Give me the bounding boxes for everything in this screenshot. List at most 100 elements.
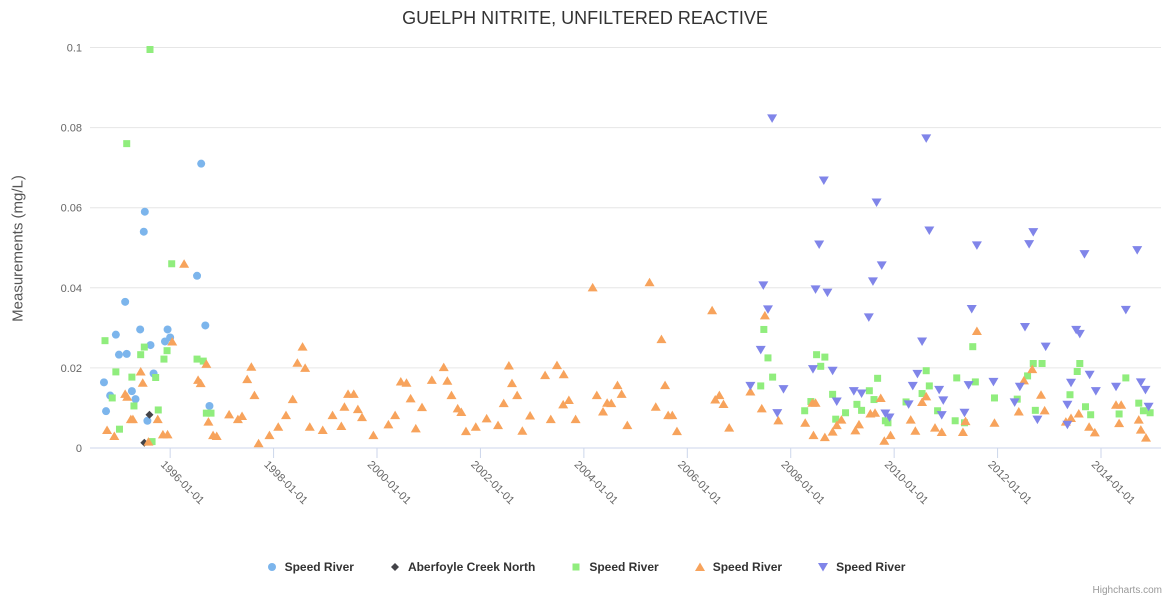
data-point[interactable] (745, 387, 756, 396)
data-point[interactable] (714, 390, 725, 400)
data-point[interactable] (1036, 390, 1047, 399)
data-point[interactable] (988, 377, 999, 387)
data-point[interactable] (969, 343, 977, 351)
data-point[interactable] (442, 376, 453, 385)
data-point[interactable] (211, 431, 222, 440)
data-point[interactable] (810, 398, 821, 407)
data-point[interactable] (249, 390, 260, 400)
data-point[interactable] (710, 395, 721, 404)
data-point[interactable] (128, 373, 136, 381)
data-point[interactable] (1066, 378, 1077, 388)
data-point[interactable] (1141, 433, 1152, 442)
data-point[interactable] (934, 385, 945, 395)
data-point[interactable] (842, 409, 850, 417)
data-point[interactable] (152, 414, 163, 424)
data-point[interactable] (348, 389, 359, 398)
data-point[interactable] (292, 358, 303, 367)
data-point[interactable] (767, 114, 778, 123)
data-point[interactable] (193, 355, 201, 363)
data-point[interactable] (591, 390, 602, 400)
data-point[interactable] (924, 226, 935, 236)
data-point[interactable] (925, 382, 933, 390)
data-point[interactable] (807, 365, 818, 374)
data-point[interactable] (930, 423, 941, 432)
data-point[interactable] (910, 426, 921, 435)
data-point[interactable] (127, 387, 136, 396)
data-point[interactable] (401, 378, 412, 387)
data-point[interactable] (121, 297, 130, 306)
data-point[interactable] (1079, 250, 1090, 259)
data-point[interactable] (870, 408, 881, 417)
data-point[interactable] (205, 401, 214, 410)
data-point[interactable] (671, 426, 682, 436)
data-point[interactable] (114, 350, 123, 359)
data-point[interactable] (1114, 418, 1125, 428)
data-point[interactable] (264, 430, 275, 440)
data-point[interactable] (853, 400, 861, 408)
data-point[interactable] (383, 419, 394, 429)
data-point[interactable] (598, 407, 609, 416)
data-point[interactable] (1146, 409, 1154, 417)
data-point[interactable] (395, 377, 406, 386)
data-point[interactable] (540, 370, 551, 380)
data-point[interactable] (1090, 387, 1101, 396)
data-point[interactable] (1087, 411, 1095, 419)
data-point[interactable] (936, 427, 947, 436)
data-point[interactable] (551, 360, 562, 370)
data-point[interactable] (154, 406, 162, 414)
data-point[interactable] (1031, 406, 1039, 414)
data-point[interactable] (179, 259, 190, 268)
data-point[interactable] (1066, 413, 1077, 422)
data-point[interactable] (936, 411, 947, 420)
data-point[interactable] (1019, 323, 1030, 332)
data-point[interactable] (762, 305, 773, 314)
data-point[interactable] (195, 378, 206, 388)
data-point[interactable] (612, 380, 623, 390)
data-point[interactable] (352, 404, 363, 414)
data-point[interactable] (644, 277, 655, 287)
data-point[interactable] (136, 325, 145, 334)
data-point[interactable] (1143, 402, 1154, 412)
data-point[interactable] (707, 305, 718, 315)
data-point[interactable] (660, 380, 671, 390)
data-point[interactable] (876, 261, 887, 270)
data-point[interactable] (140, 343, 148, 351)
data-point[interactable] (127, 414, 138, 424)
data-point[interactable] (884, 413, 895, 423)
data-point[interactable] (193, 271, 202, 280)
data-point[interactable] (102, 407, 111, 416)
data-point[interactable] (525, 411, 536, 420)
data-point[interactable] (917, 397, 928, 406)
data-point[interactable] (131, 395, 140, 404)
data-point[interactable] (990, 394, 998, 402)
data-point[interactable] (1024, 240, 1035, 249)
data-point[interactable] (438, 362, 449, 372)
data-point[interactable] (317, 425, 328, 434)
data-point[interactable] (145, 410, 154, 419)
data-point[interactable] (1120, 305, 1131, 315)
data-point[interactable] (1029, 359, 1037, 367)
data-point[interactable] (417, 402, 428, 412)
data-point[interactable] (870, 396, 878, 404)
data-point[interactable] (237, 411, 248, 420)
data-point[interactable] (1135, 425, 1146, 434)
data-point[interactable] (1027, 364, 1038, 374)
data-point[interactable] (1039, 405, 1050, 415)
data-point[interactable] (1073, 368, 1081, 376)
data-point[interactable] (304, 422, 315, 431)
data-point[interactable] (905, 415, 916, 424)
data-point[interactable] (760, 325, 768, 333)
data-point[interactable] (832, 415, 840, 423)
data-point[interactable] (139, 227, 148, 236)
legend-item-2[interactable]: Speed River (569, 560, 659, 574)
data-point[interactable] (460, 426, 471, 436)
data-point[interactable] (426, 375, 437, 384)
data-point[interactable] (570, 414, 581, 424)
data-point[interactable] (656, 334, 667, 344)
data-point[interactable] (300, 363, 311, 372)
data-point[interactable] (874, 374, 882, 382)
data-point[interactable] (853, 419, 864, 429)
data-point[interactable] (778, 385, 789, 394)
data-point[interactable] (867, 277, 878, 286)
data-point[interactable] (470, 422, 481, 431)
